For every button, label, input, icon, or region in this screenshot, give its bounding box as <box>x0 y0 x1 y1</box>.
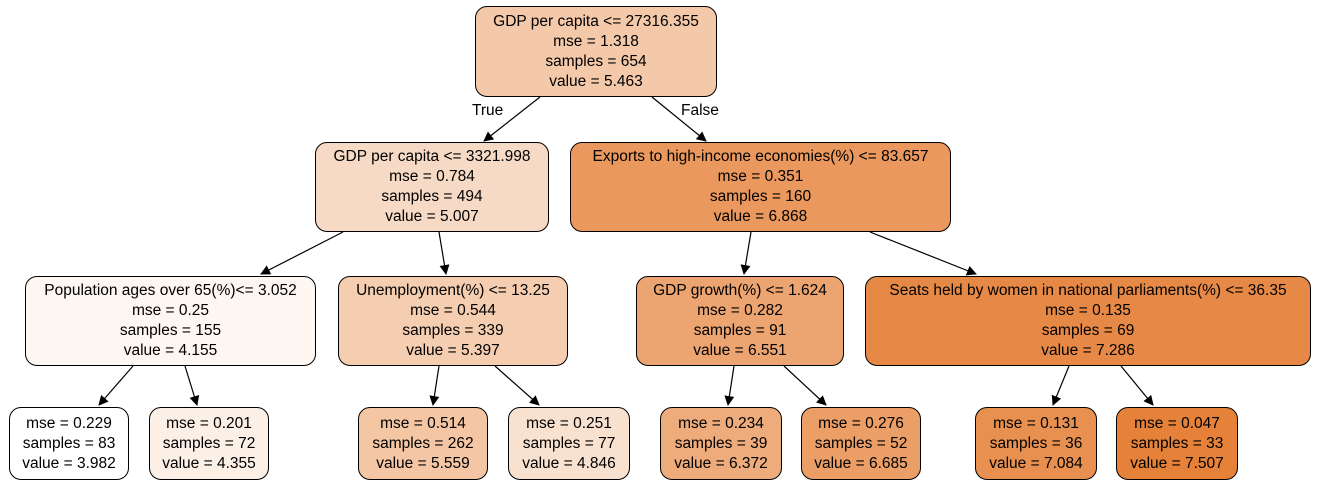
node-mse: mse = 0.544 <box>410 301 496 321</box>
tree-leaf-lrl3: mse = 0.514 samples = 262 value = 5.559 <box>358 407 488 480</box>
node-mse: mse = 0.784 <box>389 167 475 187</box>
node-samples: samples = 72 <box>163 434 256 454</box>
node-value: value = 4.846 <box>522 454 616 474</box>
node-split: Population ages over 65(%)<= 3.052 <box>44 281 296 301</box>
node-value: value = 6.868 <box>714 207 808 227</box>
node-samples: samples = 262 <box>372 434 473 454</box>
node-mse: mse = 1.318 <box>553 32 639 52</box>
node-samples: samples = 160 <box>710 187 811 207</box>
node-mse: mse = 0.251 <box>526 414 612 434</box>
node-samples: samples = 52 <box>815 434 908 454</box>
edge-rr2-right <box>1121 366 1153 405</box>
node-value: value = 6.372 <box>674 454 768 474</box>
node-value: value = 5.463 <box>549 72 643 92</box>
edge-rr2-left <box>1053 366 1069 405</box>
edge-label-true: True <box>472 102 503 120</box>
edge-rl2-right <box>784 366 826 405</box>
node-split: Exports to high-income economies(%) <= 8… <box>592 147 928 167</box>
edge-ll2-left <box>99 366 133 405</box>
node-value: value = 3.982 <box>22 454 116 474</box>
node-samples: samples = 83 <box>23 434 116 454</box>
node-split: Unemployment(%) <= 13.25 <box>356 281 550 301</box>
node-value: value = 5.007 <box>385 207 479 227</box>
node-value: value = 4.155 <box>124 341 218 361</box>
edge-rl2-left <box>728 366 734 405</box>
node-value: value = 6.685 <box>814 454 908 474</box>
node-mse: mse = 0.351 <box>718 167 804 187</box>
edge-ll2-right <box>185 366 197 405</box>
node-samples: samples = 494 <box>381 187 482 207</box>
tree-node-rr2: Seats held by women in national parliame… <box>865 276 1311 366</box>
tree-leaf-lll3: mse = 0.229 samples = 83 value = 3.982 <box>9 407 129 480</box>
edge-r1-left <box>744 232 751 274</box>
tree-leaf-rrr3: mse = 0.047 samples = 33 value = 7.507 <box>1116 407 1238 480</box>
node-split: GDP per capita <= 27316.355 <box>493 12 699 32</box>
node-value: value = 7.286 <box>1041 341 1135 361</box>
node-samples: samples = 33 <box>1131 434 1224 454</box>
node-mse: mse = 0.282 <box>697 301 783 321</box>
node-value: value = 7.084 <box>989 454 1083 474</box>
node-mse: mse = 0.135 <box>1045 301 1131 321</box>
node-mse: mse = 0.047 <box>1134 414 1220 434</box>
node-value: value = 4.355 <box>162 454 256 474</box>
edge-lr2-left <box>433 366 439 405</box>
edge-lr2-right <box>495 366 539 405</box>
node-samples: samples = 36 <box>990 434 1083 454</box>
node-value: value = 6.551 <box>693 341 787 361</box>
node-samples: samples = 91 <box>694 321 787 341</box>
node-mse: mse = 0.25 <box>132 301 209 321</box>
node-samples: samples = 77 <box>523 434 616 454</box>
node-samples: samples = 69 <box>1042 321 1135 341</box>
node-mse: mse = 0.234 <box>678 414 764 434</box>
node-mse: mse = 0.229 <box>26 414 112 434</box>
tree-node-ll2: Population ages over 65(%)<= 3.052 mse =… <box>25 276 316 366</box>
tree-leaf-lrr3: mse = 0.251 samples = 77 value = 4.846 <box>508 407 630 480</box>
node-samples: samples = 339 <box>402 321 503 341</box>
node-value: value = 5.397 <box>406 341 500 361</box>
edge-l1-right <box>439 232 446 274</box>
edge-l1-left <box>261 232 343 274</box>
tree-node-l1: GDP per capita <= 3321.998 mse = 0.784 s… <box>315 142 549 232</box>
node-samples: samples = 39 <box>675 434 768 454</box>
tree-leaf-rll3: mse = 0.234 samples = 39 value = 6.372 <box>660 407 782 480</box>
node-value: value = 7.507 <box>1130 454 1224 474</box>
node-split: GDP per capita <= 3321.998 <box>333 147 530 167</box>
node-split: GDP growth(%) <= 1.624 <box>653 281 827 301</box>
node-split: Seats held by women in national parliame… <box>889 281 1286 301</box>
node-mse: mse = 0.201 <box>166 414 252 434</box>
tree-leaf-rrl3: mse = 0.131 samples = 36 value = 7.084 <box>975 407 1097 480</box>
node-mse: mse = 0.276 <box>818 414 904 434</box>
tree-leaf-rlr3: mse = 0.276 samples = 52 value = 6.685 <box>801 407 921 480</box>
node-samples: samples = 155 <box>120 321 221 341</box>
edge-label-false: False <box>681 102 719 120</box>
tree-node-rl2: GDP growth(%) <= 1.624 mse = 0.282 sampl… <box>636 276 844 366</box>
node-mse: mse = 0.514 <box>380 414 466 434</box>
tree-node-lr2: Unemployment(%) <= 13.25 mse = 0.544 sam… <box>338 276 568 366</box>
tree-node-r1: Exports to high-income economies(%) <= 8… <box>570 142 951 232</box>
node-value: value = 5.559 <box>376 454 470 474</box>
node-samples: samples = 654 <box>545 52 646 72</box>
tree-node-root: GDP per capita <= 27316.355 mse = 1.318 … <box>475 6 717 97</box>
tree-leaf-llr3: mse = 0.201 samples = 72 value = 4.355 <box>149 407 269 480</box>
edge-r1-right <box>870 232 976 274</box>
node-mse: mse = 0.131 <box>993 414 1079 434</box>
